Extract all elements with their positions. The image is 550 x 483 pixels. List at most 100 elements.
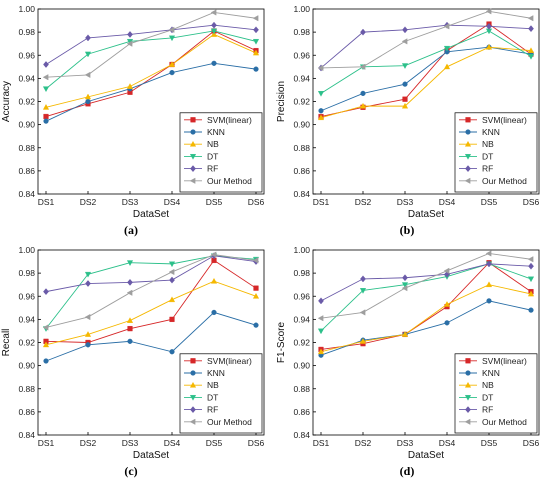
data-point	[402, 274, 408, 282]
data-point	[527, 256, 534, 263]
data-point	[210, 9, 217, 16]
data-point	[42, 86, 50, 93]
series-dt	[42, 28, 260, 93]
legend-entry: DT	[482, 392, 493, 402]
y-tick-label: 0.86	[293, 407, 310, 417]
x-tick-label: DS2	[80, 438, 97, 448]
series-line	[320, 284, 532, 353]
legend-marker	[465, 129, 471, 135]
series-line	[45, 259, 257, 343]
legend-entry: SVM(linear)	[207, 115, 252, 125]
data-point	[401, 282, 409, 288]
x-tick-label: DS4	[439, 438, 456, 448]
panel-label: (c)	[124, 464, 137, 478]
x-tick-label: DS1	[313, 197, 330, 207]
legend-entry: DT	[482, 151, 493, 161]
data-point	[401, 38, 408, 45]
legend-entry: DT	[207, 151, 218, 161]
data-point	[84, 313, 91, 321]
data-point	[527, 47, 535, 53]
y-tick-label: 1.00	[293, 4, 310, 14]
data-point	[127, 326, 133, 332]
series-svm-linear	[43, 28, 259, 120]
legend-marker	[189, 140, 197, 147]
y-tick-label: 0.94	[18, 314, 35, 324]
x-tick-label: DS2	[355, 438, 372, 448]
data-point	[211, 21, 217, 29]
legend-entry: KNN	[207, 127, 225, 137]
legend: SVM(linear) KNN NB DT RF Our Method	[454, 353, 538, 434]
series-line	[45, 33, 257, 108]
data-point	[42, 74, 49, 81]
y-tick-label: 0.98	[293, 268, 310, 278]
data-point	[317, 315, 324, 322]
legend-marker	[189, 381, 197, 388]
series-nb	[42, 277, 260, 348]
data-point	[359, 338, 367, 344]
series-line	[45, 311, 257, 362]
y-tick-label: 0.96	[18, 291, 35, 301]
series-line	[45, 24, 257, 65]
data-point	[168, 268, 175, 276]
data-point	[360, 90, 366, 96]
data-point	[360, 28, 366, 36]
legend: SVM(linear) KNN NB DT RF Our Method	[179, 353, 263, 434]
legend-marker	[189, 154, 197, 160]
x-axis-label: DataSet	[133, 450, 169, 461]
data-point	[317, 328, 325, 335]
x-tick-label: DS6	[523, 438, 540, 448]
series-our-method	[42, 251, 259, 331]
chart-panel-2: 0.84 0.86 0.88 0.90 0.92 0.94 0.96 0.98 1.00 DS1 D…	[276, 4, 540, 237]
data-point	[317, 64, 324, 72]
data-point	[485, 43, 493, 50]
data-point	[528, 307, 534, 313]
x-tick-label: DS4	[439, 197, 456, 207]
legend: SVM(linear) KNN NB DT RF Our Method	[179, 112, 263, 193]
legend-entry: RF	[482, 405, 493, 415]
legend-marker	[190, 117, 196, 123]
series-line	[45, 280, 257, 346]
x-tick-label: DS6	[523, 197, 540, 207]
data-point	[252, 39, 260, 45]
legend-marker	[190, 406, 196, 414]
series-nb	[317, 43, 535, 121]
y-tick-label: 0.92	[293, 338, 310, 348]
y-axis-label: Recall	[1, 329, 12, 357]
series-line	[320, 253, 532, 319]
data-point	[252, 15, 259, 22]
data-point	[85, 342, 91, 348]
data-point	[169, 70, 175, 76]
data-point	[42, 341, 50, 348]
x-tick-label: DS3	[397, 438, 414, 448]
data-point	[126, 83, 134, 89]
data-point	[168, 26, 175, 33]
legend-marker	[465, 406, 471, 414]
x-tick-label: DS6	[248, 197, 265, 207]
y-tick-label: 0.96	[293, 50, 310, 60]
data-point	[485, 281, 493, 288]
series-nb	[42, 31, 260, 110]
series-line	[320, 263, 532, 302]
series-knn	[43, 309, 259, 364]
legend-entry: SVM(linear)	[482, 356, 527, 366]
data-point	[401, 102, 409, 109]
data-point	[527, 54, 535, 60]
data-point	[211, 60, 217, 66]
data-point	[359, 288, 367, 294]
series-knn	[318, 44, 534, 114]
data-point	[317, 114, 325, 121]
legend-entry: RF	[482, 164, 493, 174]
series-line	[45, 30, 257, 117]
data-point	[317, 348, 325, 355]
series-dt	[317, 261, 535, 335]
data-point	[85, 280, 91, 287]
data-point	[169, 349, 175, 355]
y-tick-label: 0.88	[18, 143, 35, 153]
legend-entry: SVM(linear)	[482, 115, 527, 125]
data-point	[359, 309, 366, 316]
data-point	[402, 96, 408, 102]
y-tick-label: 0.88	[293, 143, 310, 153]
series-nb	[317, 281, 535, 355]
data-point	[84, 331, 92, 337]
y-tick-label: 0.98	[18, 268, 35, 278]
